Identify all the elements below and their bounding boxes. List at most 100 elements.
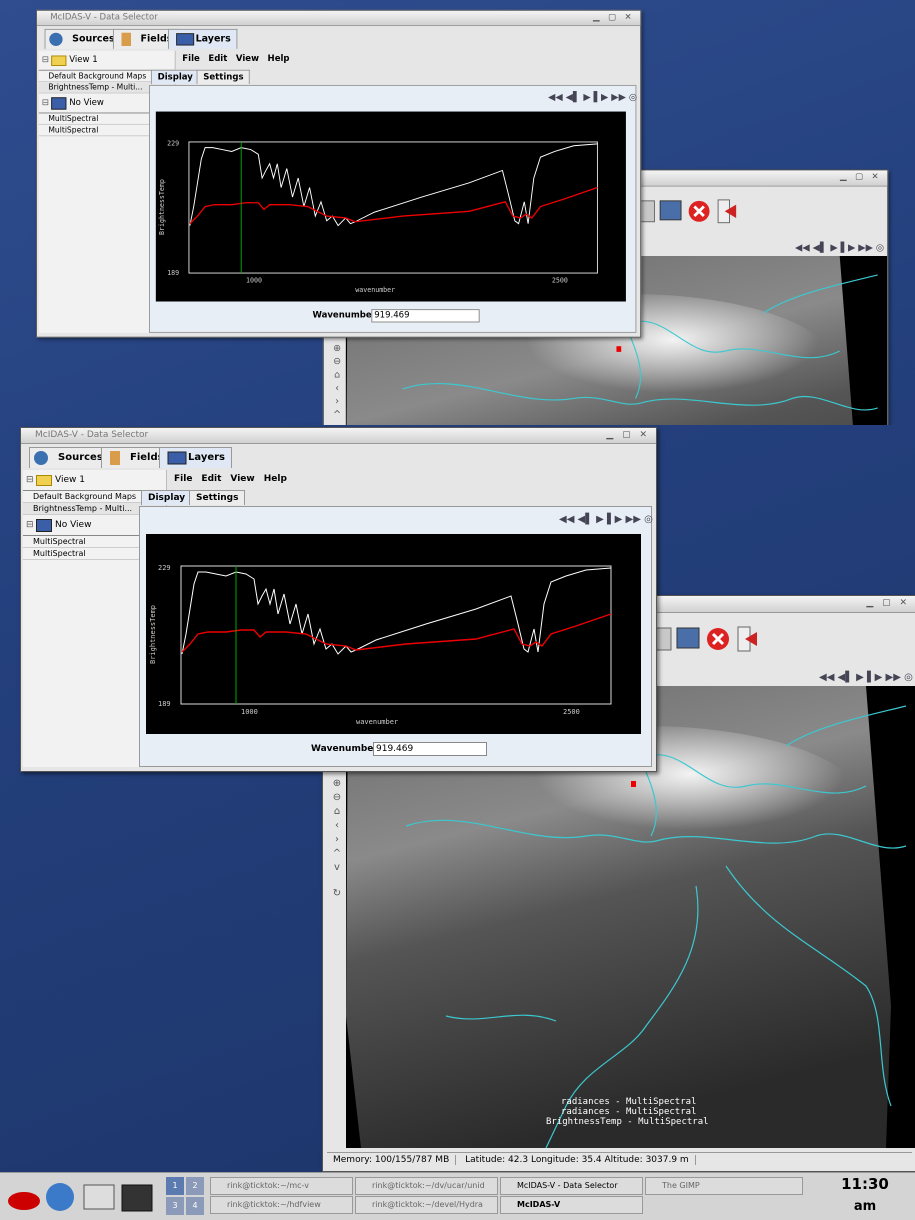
selector-titlebar: McIDAS-V - Data Selector▁ ▢ ✕ xyxy=(37,11,640,26)
spectrum-chart: 229 189 1000 2500 wavenumber BrightnessT… xyxy=(146,534,641,734)
toolbar-icons xyxy=(653,622,783,658)
x-tick-label: 1000 xyxy=(241,708,258,716)
tree-node[interactable]: ⊟View 1 xyxy=(39,51,175,71)
page: McIDAS-V screenshot html, body { margin:… xyxy=(0,0,915,1219)
window-title: McIDAS-V - Data Selector xyxy=(35,430,148,440)
x-tick-label: 1000 xyxy=(246,277,262,285)
tool[interactable]: › xyxy=(335,834,339,845)
memory-status: Memory: 100/155/787 MB xyxy=(327,1155,456,1165)
task-button[interactable]: McIDAS-V xyxy=(500,1196,643,1214)
workspace[interactable]: 3 xyxy=(166,1197,184,1215)
window-buttons[interactable]: ▁ ▢ ✕ xyxy=(606,428,650,443)
icon[interactable] xyxy=(677,628,699,648)
icon xyxy=(49,33,62,46)
task-button[interactable]: rink@ticktok:~/devel/Hydra xyxy=(355,1196,498,1214)
tool[interactable]: ‹ xyxy=(335,820,339,831)
icon xyxy=(122,33,132,46)
tool[interactable]: ⌂ xyxy=(334,806,340,817)
subtab[interactable]: Settings xyxy=(197,70,251,84)
window-buttons[interactable]: ▁ ▢ ✕ xyxy=(866,596,910,611)
menu-item[interactable]: Edit xyxy=(208,55,227,64)
task-button[interactable]: The GIMP xyxy=(645,1177,803,1195)
launcher[interactable] xyxy=(84,1185,114,1209)
workspace-pager: 1 2 3 4 xyxy=(166,1177,206,1215)
subtab[interactable]: Settings xyxy=(189,490,245,505)
legend-entry: BrightnessTemp - MultiSpectral xyxy=(546,1117,709,1127)
workspace[interactable]: 4 xyxy=(186,1197,204,1215)
tool[interactable]: ^ xyxy=(333,848,341,859)
y-tick-label: 189 xyxy=(167,269,179,277)
y-tick-label: 189 xyxy=(158,700,171,708)
wavenumber-field[interactable]: 919.469 xyxy=(371,309,479,322)
tab-icons xyxy=(46,31,208,48)
x-tick-label: 2500 xyxy=(552,277,568,285)
wavenumber-label: Wavenumber: xyxy=(312,311,379,321)
tool[interactable]: ⊖ xyxy=(333,792,341,803)
nav-buttons[interactable]: ◀◀ ◀▌ ▶ ▌▶ ▶▶ ◎ xyxy=(548,93,637,103)
subtab[interactable]: Display xyxy=(151,70,200,84)
screenshot-crop: ▁ ▢ ✕ ◀◀ ◀▌ ▶ ▌▶ ▶▶ ◎ ⊕ ⊖ ⌂ ‹ › ^ v ↻ xyxy=(0,0,915,425)
wavenumber-field[interactable]: 919.469 xyxy=(373,742,487,756)
status-bar: Memory: 100/155/787 MB Latitude: 42.3 Lo… xyxy=(327,1152,912,1168)
menu-item[interactable]: File xyxy=(182,55,200,64)
tool[interactable]: ^ xyxy=(333,409,341,420)
tool[interactable]: v xyxy=(334,862,340,873)
taskbar: 1 2 3 4 rink@ticktok:~/mc-v rink@ticktok… xyxy=(0,1172,915,1220)
icon xyxy=(168,452,186,464)
icon[interactable] xyxy=(660,201,681,220)
clock-ampm: am xyxy=(835,1199,895,1214)
selector-window: McIDAS-V - Data Selector▁ ▢ ✕ Sources Fi… xyxy=(36,10,641,338)
tree-node[interactable]: ⊟View 1 xyxy=(23,470,166,491)
selector-titlebar: McIDAS-V - Data Selector ▁ ▢ ✕ xyxy=(21,428,656,444)
launcher[interactable] xyxy=(8,1192,40,1210)
icon xyxy=(177,34,194,45)
wavenumber-label: Wavenumber: xyxy=(311,744,381,754)
nav-buttons[interactable]: ◀◀ ◀▌ ▶ ▌▶ ▶▶ ◎ xyxy=(559,514,653,525)
menu-item[interactable]: View xyxy=(236,55,259,64)
menu-bar: File Edit View Help xyxy=(174,473,296,484)
workspace[interactable]: 2 xyxy=(186,1177,204,1195)
launcher[interactable] xyxy=(122,1185,152,1211)
legend-entry: radiances - MultiSpectral xyxy=(561,1097,696,1107)
tool[interactable]: ⊖ xyxy=(333,356,341,367)
menu-item[interactable]: Help xyxy=(264,474,287,484)
menu-item[interactable]: Help xyxy=(268,55,290,64)
task-button[interactable]: rink@ticktok:~/mc-v xyxy=(210,1177,353,1195)
scene: ▁ ▢ ✕ ◀◀ ◀▌ ▶ ▌▶ ▶▶ ◎ ⊕ ⊖ ⌂ ‹ › ^ v ↻ xyxy=(36,8,886,425)
desktop: {"window_title": "McIDAS-V - Data Select… xyxy=(0,0,915,1219)
tool[interactable]: › xyxy=(335,396,339,407)
clock: 11:30 xyxy=(835,1175,895,1193)
task-button[interactable]: rink@ticktok:~/hdfview xyxy=(210,1196,353,1214)
subtab[interactable]: Display xyxy=(141,490,192,505)
nav-buttons[interactable]: ◀◀ ◀▌ ▶ ▌▶ ▶▶ ◎ xyxy=(795,243,884,253)
x-axis-label: wavenumber xyxy=(356,718,398,726)
window-buttons[interactable]: ▁ ▢ ✕ xyxy=(593,11,635,25)
menu-item[interactable]: Edit xyxy=(201,474,221,484)
task-button[interactable]: rink@ticktok:~/dv/ucar/unid xyxy=(355,1177,498,1195)
launcher-icons xyxy=(4,1179,164,1215)
workspace[interactable]: 1 xyxy=(166,1177,184,1195)
tool[interactable]: ⌂ xyxy=(334,370,340,381)
window-buttons[interactable]: ▁ ▢ ✕ xyxy=(840,170,882,184)
tool[interactable]: ⊕ xyxy=(333,343,341,354)
icon xyxy=(34,451,48,465)
y-axis-label: BrightnessTemp xyxy=(158,179,166,235)
icon xyxy=(110,451,120,465)
marker xyxy=(631,781,636,787)
x-tick-label: 2500 xyxy=(563,708,580,716)
menu-item[interactable]: File xyxy=(174,474,192,484)
location-status: Latitude: 42.3 Longitude: 35.4 Altitude:… xyxy=(459,1155,696,1165)
spectrum-chart: 229 189 1000 2500 wavenumber BrightnessT… xyxy=(156,112,626,302)
nav-buttons[interactable]: ◀◀ ◀▌ ▶ ▌▶ ▶▶ ◎ xyxy=(819,672,913,683)
launcher[interactable] xyxy=(46,1183,74,1211)
legend-entry: radiances - MultiSpectral xyxy=(561,1107,696,1117)
menu-item[interactable]: View xyxy=(230,474,254,484)
toolbar-icons xyxy=(637,195,761,229)
tab-icons xyxy=(31,449,201,467)
task-button[interactable]: McIDAS-V - Data Selector xyxy=(500,1177,643,1195)
tool[interactable]: ↻ xyxy=(333,888,341,899)
tool[interactable]: ‹ xyxy=(335,383,339,394)
tool[interactable]: ⊕ xyxy=(333,778,341,789)
y-tick-label: 229 xyxy=(167,140,179,148)
y-tick-label: 229 xyxy=(158,564,171,572)
